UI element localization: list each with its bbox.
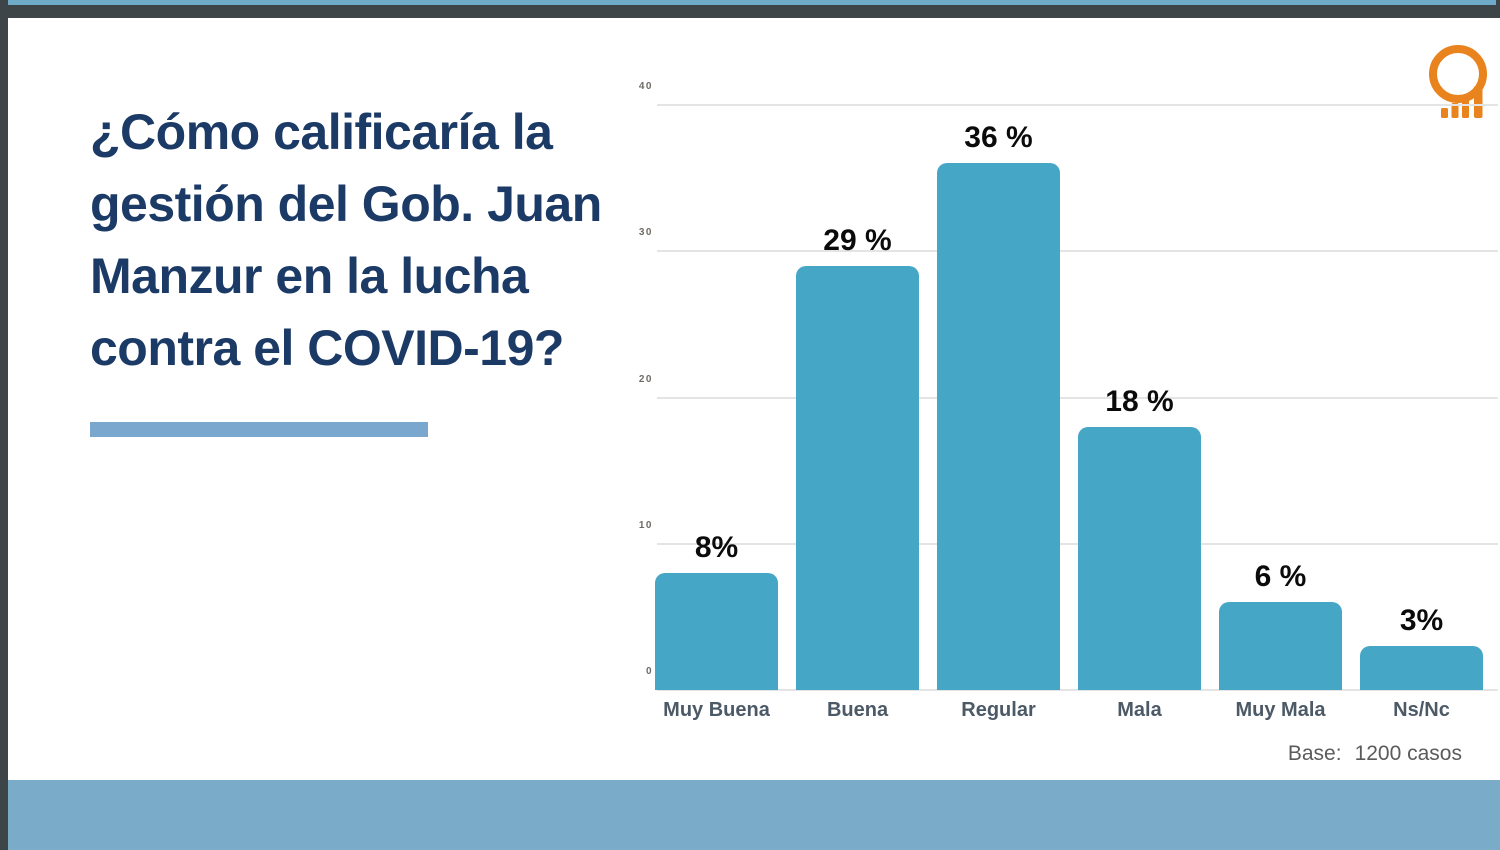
bar-muy-mala bbox=[1219, 602, 1342, 690]
gridline-30 bbox=[657, 250, 1498, 253]
bar-category-label: Muy Mala bbox=[1235, 699, 1326, 721]
bar-muy-buena bbox=[655, 573, 778, 690]
bar-value-label: 29 % bbox=[823, 224, 892, 257]
bar-mala bbox=[1078, 427, 1201, 690]
bar-category-label: Muy Buena bbox=[663, 699, 770, 721]
bar-category-label: Regular bbox=[961, 699, 1036, 721]
bar-buena bbox=[796, 266, 919, 690]
bar-value-label: 8% bbox=[694, 531, 739, 564]
bar-category-label: Buena bbox=[826, 699, 889, 721]
slide-title: ¿Cómo calificaría la gestión del Gob. Ju… bbox=[90, 96, 690, 384]
title-line-3: Manzur en la lucha bbox=[90, 248, 529, 304]
gridline-40 bbox=[657, 104, 1498, 106]
gridline-0 bbox=[657, 689, 1498, 691]
base-caption-label: Base: bbox=[1287, 742, 1342, 765]
footer-bar bbox=[0, 780, 1500, 850]
bar-regular bbox=[937, 163, 1060, 690]
bar-ns-nc bbox=[1360, 646, 1483, 690]
bar-value-label: 3% bbox=[1399, 604, 1444, 637]
top-strip-blue bbox=[0, 0, 1500, 5]
left-frame-border bbox=[0, 0, 8, 850]
q-bars-logo-icon bbox=[1429, 45, 1487, 118]
title-line-4: contra el COVID-19? bbox=[90, 320, 564, 376]
title-accent-bar bbox=[90, 422, 428, 437]
top-right-frame-notch bbox=[1496, 0, 1500, 18]
bar-value-label: 6 % bbox=[1254, 560, 1307, 593]
bar-category-label: Mala bbox=[1117, 699, 1162, 721]
gridline-20 bbox=[657, 396, 1498, 399]
gridline-10 bbox=[657, 542, 1498, 545]
title-line-1: ¿Cómo calificaría la bbox=[90, 104, 553, 160]
y-axis-tick-label-30: 30 bbox=[638, 227, 653, 239]
bar-category-label: Ns/Nc bbox=[1393, 699, 1450, 721]
bar-chart-plot-area: 0 10 20 30 40 8% Muy Buena 29 % Buena 36 % Regular… bbox=[639, 81, 1498, 721]
y-axis-tick-label-10: 10 bbox=[638, 519, 653, 531]
title-line-2: gestión del Gob. Juan bbox=[90, 176, 602, 232]
top-strip-dark bbox=[0, 5, 1500, 18]
y-axis-tick-label-40: 40 bbox=[638, 81, 653, 92]
y-axis-tick-label-20: 20 bbox=[638, 373, 653, 385]
base-caption-value: 1200 casos bbox=[1354, 742, 1462, 765]
y-axis-tick-label-0: 0 bbox=[645, 666, 653, 677]
bar-value-label: 36 % bbox=[964, 121, 1033, 154]
bar-value-label: 18 % bbox=[1105, 385, 1174, 418]
base-caption: Base: 1200 casos bbox=[1288, 742, 1462, 766]
